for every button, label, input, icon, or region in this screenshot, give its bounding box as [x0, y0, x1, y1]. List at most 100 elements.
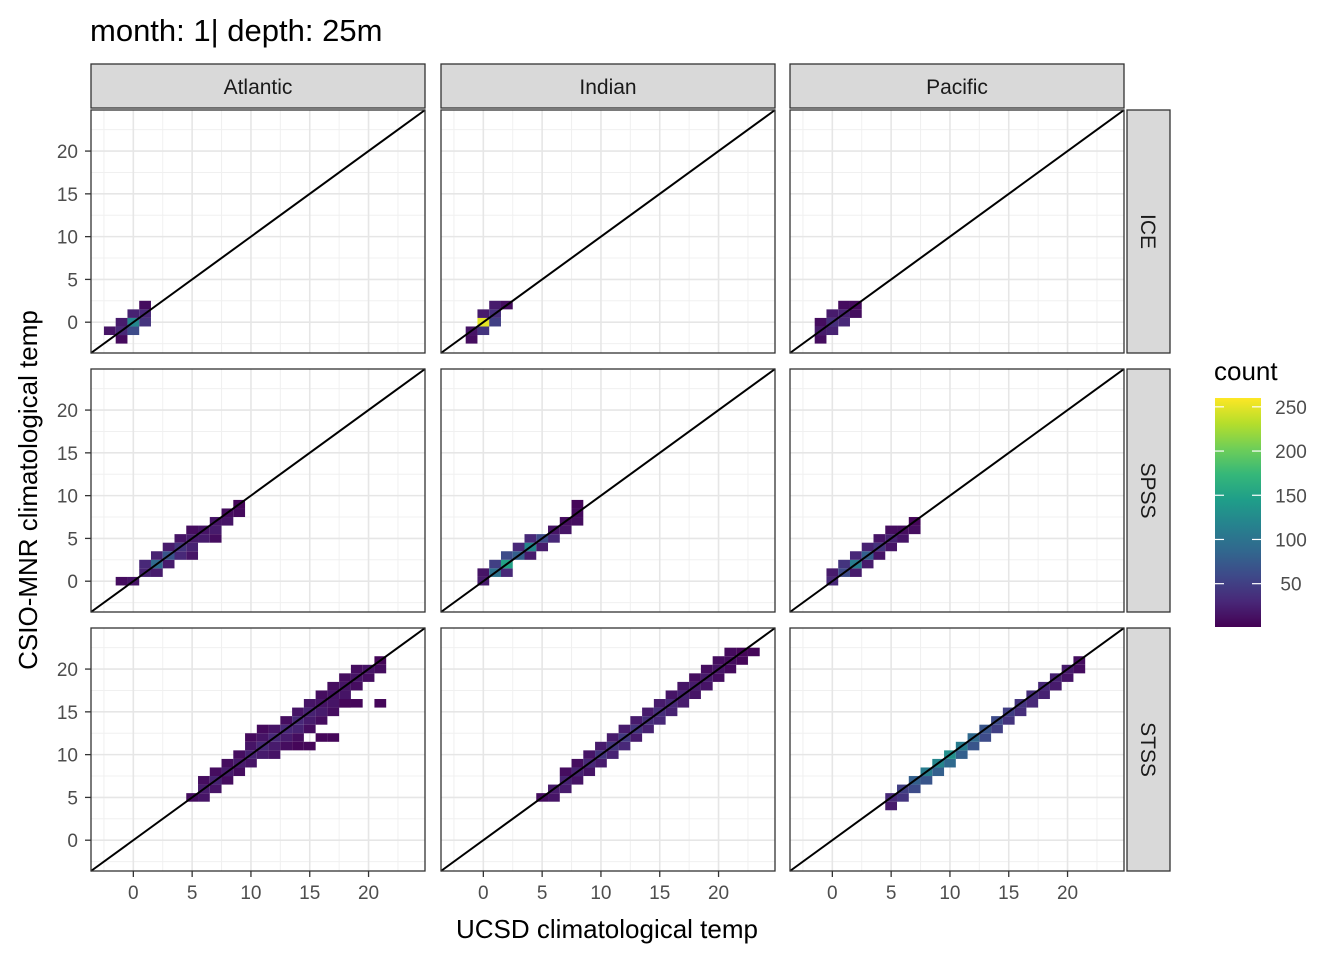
panel-border — [789, 109, 1125, 354]
heatmap-cell — [127, 326, 140, 336]
x-tick-label: 5 — [537, 883, 548, 904]
heatmap-cell — [712, 673, 725, 682]
heatmap-cell — [512, 542, 525, 552]
y-tick-label: 15 — [57, 185, 78, 206]
heatmap-cell — [595, 741, 607, 751]
heatmap-cell — [548, 534, 560, 543]
strip-indian — [440, 63, 776, 109]
heatmap-cell — [736, 656, 748, 665]
heatmap-cell — [849, 309, 862, 318]
heatmap-cell — [979, 733, 992, 742]
panel-border — [90, 627, 426, 872]
heatmap-cell — [618, 724, 631, 734]
heatmap-cell — [630, 733, 643, 742]
heatmap-cell — [571, 758, 584, 768]
heatmap-cell — [327, 733, 340, 742]
heatmap-cell — [724, 664, 737, 674]
heatmap-cell — [861, 542, 874, 552]
heatmap-cell — [339, 699, 351, 708]
x-tick-label: 20 — [708, 883, 729, 904]
heatmap-cell — [256, 724, 269, 734]
heatmap-cell — [339, 673, 351, 682]
heatmap-cell — [327, 699, 340, 708]
heatmap-cell — [991, 724, 1003, 734]
heatmap-cell — [536, 542, 549, 552]
legend-tick-label: 50 — [1280, 575, 1301, 596]
heatmap-cell — [559, 767, 572, 777]
heatmap-cell — [849, 568, 862, 577]
strip-label-spss: SPSS — [1136, 462, 1159, 518]
legend-tick-label: 250 — [1275, 398, 1307, 419]
heatmap-cell — [350, 664, 363, 674]
identity-line — [789, 627, 1125, 872]
heatmap-cell — [245, 741, 257, 751]
heatmap-cell — [814, 317, 827, 327]
heatmap-cell — [1038, 690, 1050, 700]
heatmap-cell — [103, 326, 116, 336]
heatmap-cell — [689, 673, 701, 682]
strip-stss — [1126, 627, 1171, 872]
identity-line — [789, 368, 1125, 613]
heatmap-cell — [174, 551, 187, 560]
heatmap-cell — [198, 793, 210, 802]
strip-label-atlantic: Atlantic — [224, 76, 293, 99]
y-tick-label: 0 — [67, 831, 78, 852]
heatmap-cell — [221, 758, 234, 768]
panel-border — [440, 368, 776, 613]
identity-line — [90, 109, 426, 354]
heatmap-cell — [932, 767, 945, 777]
heatmap-cell — [233, 767, 246, 777]
heatmap-cell — [292, 733, 304, 742]
heatmap-cell — [327, 681, 340, 691]
panel-indian-ice — [440, 109, 776, 354]
heatmap-cell — [944, 758, 956, 768]
x-tick-label: 15 — [299, 883, 320, 904]
y-tick-label: 15 — [57, 703, 78, 724]
heatmap-cell — [571, 776, 584, 785]
legend: count 50 100 150 200 250 — [1214, 356, 1307, 627]
heatmap-cell — [233, 508, 246, 518]
heatmap-cell — [838, 559, 850, 569]
heatmap-cell — [1026, 699, 1039, 708]
y-tick-label: 5 — [67, 529, 78, 550]
heatmap-cell — [139, 559, 151, 569]
identity-line — [789, 109, 1125, 354]
heatmap-cell — [350, 699, 363, 708]
heatmap-cell — [280, 733, 293, 742]
x-tick-label: 10 — [939, 883, 960, 904]
y-tick-label: 10 — [57, 746, 78, 767]
heatmap-cell — [374, 664, 387, 674]
heatmap-cell — [174, 534, 187, 543]
x-axis-title: UCSD climatological temp — [456, 914, 758, 944]
heatmap-cell — [303, 699, 316, 708]
heatmap-cell — [908, 525, 921, 535]
heatmap-cell — [885, 525, 898, 535]
panel-atlantic-stss — [90, 627, 426, 872]
heatmap-cell — [583, 750, 596, 759]
panel-atlantic-ice — [90, 109, 426, 354]
heatmap-cell — [256, 733, 269, 742]
heatmap-cell — [724, 647, 737, 657]
heatmap-cell — [303, 724, 316, 734]
heatmap-cell — [350, 681, 363, 691]
heatmap-cell — [162, 542, 175, 552]
identity-line — [440, 109, 776, 354]
heatmap-cell — [374, 699, 387, 708]
x-tick-label: 10 — [590, 883, 611, 904]
heatmap-cell — [849, 551, 862, 560]
x-tick-label: 0 — [128, 883, 139, 904]
heatmap-cell — [303, 741, 316, 751]
heatmap-cell — [477, 309, 490, 318]
heatmap-cell — [186, 525, 199, 535]
heatmap-cell — [920, 776, 933, 785]
panel-border — [90, 368, 426, 613]
strip-label-stss: STSS — [1136, 722, 1159, 777]
heatmap-cell — [500, 551, 513, 560]
heatmap-cell — [233, 750, 246, 759]
heatmap-cell — [245, 758, 257, 768]
strip-label-indian: Indian — [579, 76, 636, 99]
heatmap-cell — [245, 733, 257, 742]
heatmap-cell — [489, 300, 501, 310]
heatmap-cell — [465, 335, 478, 344]
x-tick-label: 5 — [187, 883, 198, 904]
